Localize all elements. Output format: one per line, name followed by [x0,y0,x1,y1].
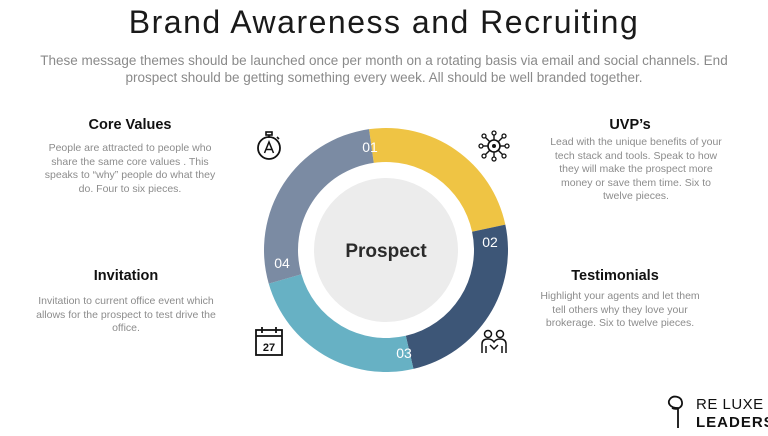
segment-number-04: 04 [274,255,290,271]
invitation-heading: Invitation [93,268,159,284]
logo-line1: RE LUXE [696,396,764,413]
logo-mark-icon [667,395,683,428]
center-circle [314,178,458,322]
segment-number-02: 02 [482,234,498,250]
testimonials-heading: Testimonials [571,268,659,284]
calendar-icon: 27 [255,327,283,356]
uvps-heading: UVP’s [609,117,651,133]
core-values-heading: Core Values [88,117,172,133]
people-icon [481,329,507,353]
segment-number-01: 01 [362,139,378,155]
page-subtitle: These message themes should be launched … [40,53,728,85]
stopwatch-icon [257,131,281,160]
testimonials-text: Highlight your agents and let them tell … [540,290,700,329]
invitation-text: Invitation to current office event which… [36,295,216,334]
center-label: Prospect [345,241,427,262]
uvps-text: Lead with the unique benefits of your te… [550,136,722,202]
calendar-day: 27 [263,342,275,354]
segment-02 [405,224,509,369]
network-icon [478,130,510,162]
segment-number-03: 03 [396,345,412,361]
core-values-text: People are attracted to people who share… [44,142,216,195]
brand-logo: RE LUXE LEADERS [662,392,768,432]
segment-03 [268,274,414,372]
page-title: Brand Awareness and Recruiting [128,4,640,40]
segment-01 [369,128,506,232]
logo-line2: LEADERS [696,414,768,431]
segment-04 [264,129,374,284]
